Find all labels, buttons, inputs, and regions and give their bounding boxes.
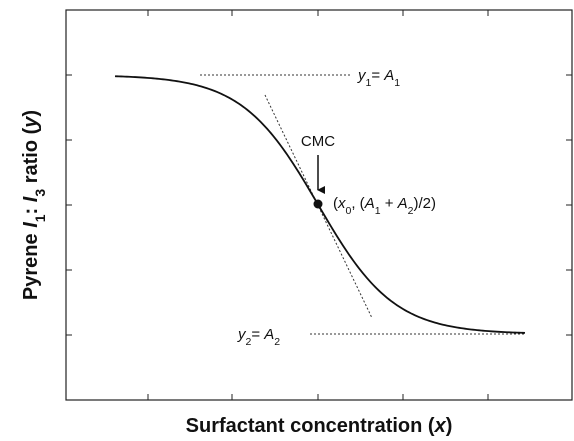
upper-label: y1= A1 [357, 67, 400, 89]
cmc-label: CMC [301, 133, 335, 150]
y-axis-label: Pyrene I1: I3 ratio (y) [20, 110, 48, 300]
lower-label: y2= A2 [237, 326, 280, 348]
x-axis-label: Surfactant concentration (x) [186, 415, 453, 437]
ticks [66, 10, 572, 400]
tangent-line [264, 94, 373, 319]
midpoint-dot [313, 199, 323, 209]
midpoint-label: (x0, (A1 + A2)/2) [333, 195, 436, 217]
